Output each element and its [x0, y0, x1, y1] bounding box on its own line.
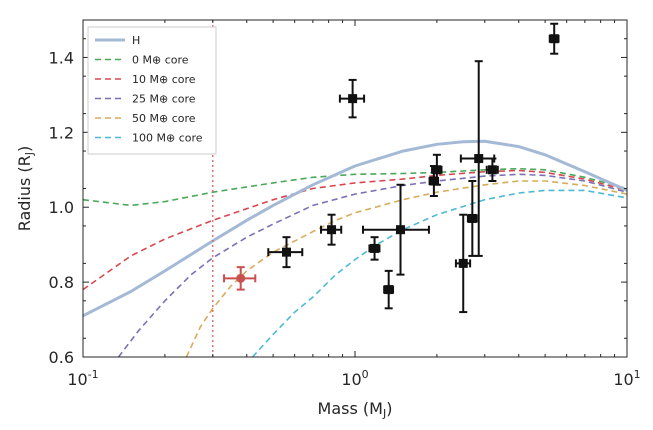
point-marker — [282, 247, 292, 257]
curve-0-mearth-core — [83, 167, 627, 207]
data-point — [466, 180, 478, 257]
y-axis-label: Radius (RJ) — [15, 146, 36, 232]
data-point — [454, 213, 472, 314]
model-curves — [83, 139, 627, 357]
point-marker — [384, 285, 394, 295]
data-point — [548, 22, 560, 55]
curve-h — [83, 139, 627, 318]
curve-100-mearth-core — [251, 189, 627, 357]
legend: H 0 M⊕ core 10 M⊕ core 25 M⊕ core 50 M⊕ core… — [87, 26, 217, 155]
point-marker — [327, 225, 337, 235]
y-tick-label: 1.4 — [49, 48, 74, 67]
curve-25-mearth-core — [117, 173, 627, 357]
data-point — [267, 236, 304, 269]
x-tick-label: 10-1 — [67, 368, 98, 389]
curve-50-mearth-core — [185, 180, 627, 357]
legend-entry-25-mearth-core: 25 M⊕ core — [95, 93, 196, 106]
point-marker — [370, 243, 380, 253]
data-point — [383, 269, 395, 310]
curve-10-mearth-core — [83, 169, 627, 291]
point-marker — [487, 165, 497, 175]
point-marker — [474, 154, 484, 164]
data-point — [361, 183, 430, 276]
legend-label: 0 M⊕ core — [132, 54, 189, 67]
x-tick-label: 101 — [613, 368, 640, 389]
point-marker — [396, 225, 406, 235]
legend-box — [87, 26, 217, 155]
legend-entry-100-mearth-core: 100 M⊕ core — [95, 132, 203, 145]
point-marker — [458, 258, 468, 268]
legend-entry-50-mearth-core: 50 M⊕ core — [95, 112, 196, 125]
data-point — [338, 78, 366, 119]
point-marker — [429, 176, 439, 186]
data-point — [485, 157, 499, 183]
point-marker — [549, 34, 559, 44]
x-tick-label: 100 — [341, 368, 368, 389]
y-tick-label: 0.6 — [49, 348, 74, 367]
legend-entry-h: H — [95, 34, 140, 47]
axis-ticks: 10-1 100 101 0.6 0.8 1.0 1.2 1.4 — [49, 20, 641, 389]
point-marker — [236, 273, 246, 283]
y-tick-label: 1.2 — [49, 123, 74, 142]
point-marker — [467, 213, 477, 223]
legend-label: 100 M⊕ core — [132, 132, 203, 145]
legend-entry-0-mearth-core: 0 M⊕ core — [95, 54, 189, 67]
data-point — [223, 266, 257, 291]
legend-entry-10-mearth-core: 10 M⊕ core — [95, 73, 196, 86]
data-points — [223, 22, 560, 314]
y-tick-label: 0.8 — [49, 273, 74, 292]
data-point — [431, 153, 443, 186]
data-point — [368, 236, 381, 261]
y-tick-label: 1.0 — [49, 198, 74, 217]
legend-label: H — [132, 34, 140, 47]
legend-label: 25 M⊕ core — [132, 93, 196, 106]
point-marker — [432, 165, 442, 175]
legend-label: 10 M⊕ core — [132, 73, 196, 86]
data-point — [320, 213, 343, 246]
point-marker — [348, 94, 358, 104]
legend-label: 50 M⊕ core — [132, 112, 196, 125]
x-axis-label: Mass (MJ) — [318, 399, 393, 420]
